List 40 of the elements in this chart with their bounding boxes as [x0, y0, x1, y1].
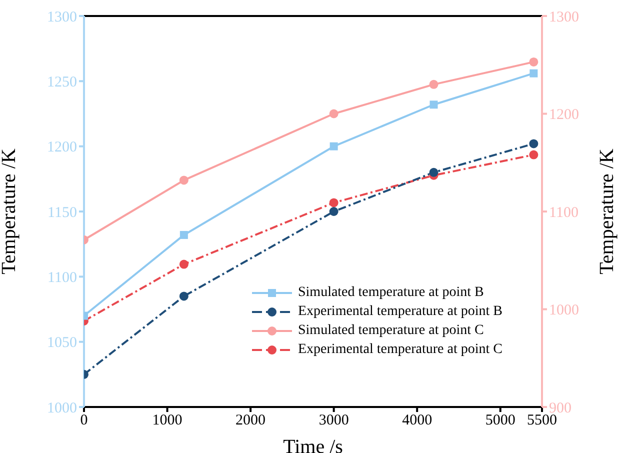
x-tick-label: 5500	[527, 412, 557, 429]
point	[530, 69, 538, 78]
y-tick-label: 1050	[47, 335, 77, 352]
point	[329, 207, 338, 216]
point	[329, 198, 338, 208]
y-axis-title: Temperature /K	[0, 148, 20, 274]
x-axis-title: Time /s	[283, 436, 344, 453]
y2-tick-label: 1100	[549, 204, 578, 221]
x-tick-label: 4000	[402, 412, 432, 429]
point	[529, 150, 538, 160]
point	[529, 139, 538, 148]
point	[330, 142, 338, 150]
x-tick-label: 2000	[236, 412, 266, 429]
y-tick-label: 1200	[47, 140, 77, 156]
point	[529, 57, 538, 66]
y2-axis-title: Temperature /K	[596, 148, 618, 274]
point	[180, 230, 188, 239]
point	[430, 100, 438, 109]
x-tick-label: 5000	[485, 412, 516, 429]
point	[429, 168, 438, 177]
legend-label: Simulated temperature at point C	[298, 322, 484, 340]
point	[179, 260, 188, 269]
y-tick-label: 1250	[47, 74, 77, 90]
point	[179, 292, 188, 301]
legend-label: Experimental temperature at point B	[298, 303, 502, 321]
y2-tick-label: 1300	[549, 9, 579, 26]
y-tick-label: 1300	[47, 9, 77, 26]
y2-tick-label: 1000	[549, 302, 579, 319]
point	[429, 80, 438, 89]
x-tick-label: 0	[80, 412, 88, 429]
y-tick-label: 1000	[47, 400, 77, 416]
point	[329, 109, 338, 118]
legend-label: Simulated temperature at point B	[298, 284, 484, 302]
point	[179, 176, 188, 185]
x-tick-label: 3000	[318, 412, 349, 429]
legend-label: Experimental temperature at point C	[298, 341, 502, 359]
y-tick-label: 1100	[48, 270, 77, 286]
y-tick-label: 1150	[48, 204, 77, 221]
x-tick-label: 1000	[152, 412, 182, 429]
y2-tick-label: 1200	[549, 107, 579, 124]
